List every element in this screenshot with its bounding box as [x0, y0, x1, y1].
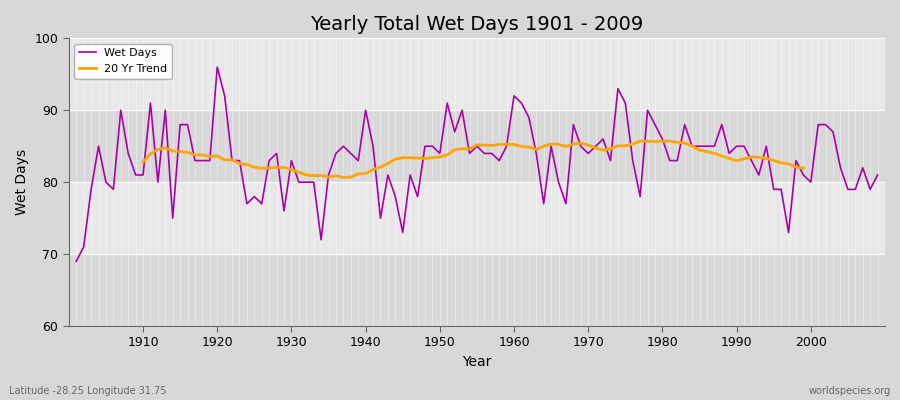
20 Yr Trend — [605, 146, 616, 151]
Wet Days — [516, 101, 526, 106]
Text: worldspecies.org: worldspecies.org — [809, 386, 891, 396]
20 Yr Trend — [227, 158, 238, 162]
X-axis label: Year: Year — [463, 355, 491, 369]
Bar — [68, 110, 885, 182]
Wet Days — [212, 65, 222, 70]
Wet Days — [872, 172, 883, 177]
20 Yr Trend — [346, 175, 356, 180]
20 Yr Trend — [138, 160, 148, 164]
Wet Days — [301, 180, 311, 184]
Wet Days — [130, 172, 141, 177]
Text: Latitude -28.25 Longitude 31.75: Latitude -28.25 Longitude 31.75 — [9, 386, 166, 396]
Legend: Wet Days, 20 Yr Trend: Wet Days, 20 Yr Trend — [75, 44, 172, 78]
20 Yr Trend — [701, 149, 712, 154]
Wet Days — [605, 158, 616, 163]
20 Yr Trend — [798, 166, 809, 170]
Bar — [68, 254, 885, 326]
20 Yr Trend — [634, 139, 645, 144]
Line: 20 Yr Trend: 20 Yr Trend — [143, 141, 804, 178]
20 Yr Trend — [716, 154, 727, 158]
Bar — [68, 38, 885, 110]
Wet Days — [346, 151, 356, 156]
Y-axis label: Wet Days: Wet Days — [15, 149, 29, 215]
Bar — [68, 182, 885, 254]
Wet Days — [508, 94, 519, 98]
Title: Yearly Total Wet Days 1901 - 2009: Yearly Total Wet Days 1901 - 2009 — [310, 15, 644, 34]
Line: Wet Days: Wet Days — [76, 67, 878, 261]
20 Yr Trend — [338, 175, 349, 180]
20 Yr Trend — [783, 162, 794, 166]
Wet Days — [71, 259, 82, 264]
